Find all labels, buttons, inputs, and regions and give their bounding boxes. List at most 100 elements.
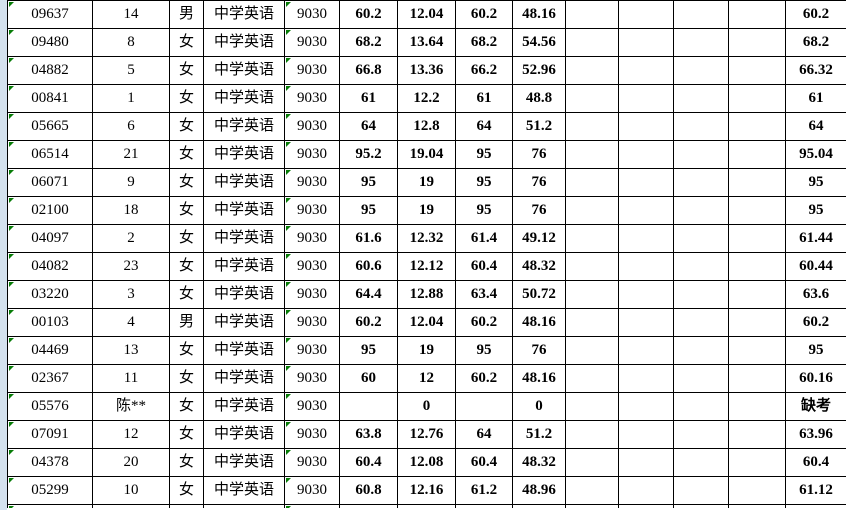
cell-subject-code[interactable]: 9030: [284, 392, 340, 421]
cell-score-4[interactable]: 0: [512, 392, 566, 421]
cell-exam-id[interactable]: 09480: [7, 28, 93, 57]
cell-score-1[interactable]: 95: [339, 336, 398, 365]
cell-score-2[interactable]: 19: [397, 168, 456, 197]
cell-empty-2[interactable]: [618, 336, 674, 365]
cell-empty-4[interactable]: [728, 504, 786, 508]
cell-subject-code[interactable]: 9030: [284, 0, 340, 29]
cell-empty-1[interactable]: [565, 280, 619, 309]
cell-final-score[interactable]: 61.44: [785, 224, 846, 253]
cell-final-score[interactable]: 95: [785, 336, 846, 365]
cell-empty-4[interactable]: [728, 448, 786, 477]
cell-empty-1[interactable]: [565, 168, 619, 197]
cell-score-4[interactable]: 49.12: [512, 224, 566, 253]
cell-empty-4[interactable]: [728, 56, 786, 85]
cell-score-3[interactable]: [455, 392, 513, 421]
cell-subject-code[interactable]: 9030: [284, 112, 340, 141]
cell-subject-code[interactable]: 9030: [284, 308, 340, 337]
cell-score-2[interactable]: 12.32: [397, 224, 456, 253]
cell-seat-no[interactable]: 14: [92, 0, 170, 29]
cell-empty-3[interactable]: [673, 336, 729, 365]
cell-score-1[interactable]: 95: [339, 168, 398, 197]
cell-score-4[interactable]: 48.32: [512, 252, 566, 281]
cell-score-2[interactable]: 12: [397, 364, 456, 393]
cell-subject[interactable]: 中学英语: [203, 56, 285, 85]
cell-empty-1[interactable]: [565, 308, 619, 337]
cell-score-3[interactable]: 66.2: [455, 56, 513, 85]
cell-seat-no[interactable]: 2: [92, 224, 170, 253]
cell-empty-3[interactable]: [673, 140, 729, 169]
cell-final-score[interactable]: 95: [785, 168, 846, 197]
cell-gender[interactable]: 女: [169, 280, 204, 309]
cell-empty-2[interactable]: [618, 252, 674, 281]
cell-empty-2[interactable]: [618, 168, 674, 197]
cell-gender[interactable]: 女: [169, 168, 204, 197]
cell-subject[interactable]: 中学英语: [203, 280, 285, 309]
cell-score-2[interactable]: 12.04: [397, 0, 456, 29]
cell-empty-3[interactable]: [673, 392, 729, 421]
cell-final-score[interactable]: 61: [785, 84, 846, 113]
cell-score-4[interactable]: 52.96: [512, 56, 566, 85]
cell-empty-1[interactable]: [565, 224, 619, 253]
cell-empty-4[interactable]: [728, 28, 786, 57]
cell-empty-4[interactable]: [728, 224, 786, 253]
cell-empty-2[interactable]: [618, 448, 674, 477]
cell-seat-no[interactable]: 12: [92, 420, 170, 449]
cell-score-1[interactable]: 66.8: [339, 56, 398, 85]
cell-score-3[interactable]: 95: [455, 168, 513, 197]
cell-empty-2[interactable]: [618, 84, 674, 113]
cell-exam-id[interactable]: 03220: [7, 280, 93, 309]
cell-score-4[interactable]: 48.32: [512, 448, 566, 477]
cell-seat-no[interactable]: 11: [92, 364, 170, 393]
cell-score-4[interactable]: 48.16: [512, 308, 566, 337]
cell-empty-2[interactable]: [618, 280, 674, 309]
cell-exam-id[interactable]: 02100: [7, 196, 93, 225]
cell-subject[interactable]: 中学英语: [203, 448, 285, 477]
cell-final-score[interactable]: 60.16: [785, 364, 846, 393]
cell-score-3[interactable]: 60.2: [455, 0, 513, 29]
cell-exam-id[interactable]: 05665: [7, 112, 93, 141]
cell-subject-code[interactable]: 9030: [284, 84, 340, 113]
cell-empty-1[interactable]: [565, 56, 619, 85]
cell-score-4[interactable]: 76: [512, 196, 566, 225]
cell-seat-no[interactable]: 5: [92, 56, 170, 85]
cell-final-score[interactable]: 95.04: [785, 140, 846, 169]
cell-empty-1[interactable]: [565, 504, 619, 508]
cell-exam-id[interactable]: 02367: [7, 364, 93, 393]
cell-empty-2[interactable]: [618, 420, 674, 449]
cell-subject[interactable]: 中学英语: [203, 0, 285, 29]
cell-empty-3[interactable]: [673, 364, 729, 393]
cell-empty-3[interactable]: [673, 280, 729, 309]
cell-subject-code[interactable]: 9030: [284, 448, 340, 477]
cell-final-score[interactable]: 64: [785, 112, 846, 141]
cell-empty-2[interactable]: [618, 28, 674, 57]
cell-empty-1[interactable]: [565, 140, 619, 169]
cell-seat-no[interactable]: 8: [92, 28, 170, 57]
cell-subject[interactable]: 中学英语: [203, 140, 285, 169]
cell-empty-1[interactable]: [565, 364, 619, 393]
cell-empty-1[interactable]: [565, 336, 619, 365]
cell-final-score[interactable]: 60.4: [785, 448, 846, 477]
cell-subject-code[interactable]: 9030: [284, 364, 340, 393]
cell-empty-3[interactable]: [673, 168, 729, 197]
cell-empty-3[interactable]: [673, 112, 729, 141]
cell-empty-4[interactable]: [728, 392, 786, 421]
cell-empty-4[interactable]: [728, 196, 786, 225]
cell-subject-code[interactable]: 9030: [284, 196, 340, 225]
cell-subject[interactable]: 中学英语: [203, 224, 285, 253]
cell-subject-code[interactable]: 9030: [284, 476, 340, 505]
cell-final-score[interactable]: 缺考: [785, 392, 846, 421]
cell-subject-code[interactable]: 9030: [284, 56, 340, 85]
cell-exam-id[interactable]: 04082: [7, 252, 93, 281]
cell-exam-id[interactable]: 04378: [7, 448, 93, 477]
cell-final-score[interactable]: 66.32: [785, 56, 846, 85]
cell-score-2[interactable]: 19.04: [397, 140, 456, 169]
cell-empty-2[interactable]: [618, 140, 674, 169]
cell-gender[interactable]: 女: [169, 364, 204, 393]
cell-empty-4[interactable]: [728, 112, 786, 141]
cell-score-4[interactable]: 51.2: [512, 420, 566, 449]
cell-score-1[interactable]: 63.8: [339, 420, 398, 449]
cell-score-3[interactable]: 61: [455, 84, 513, 113]
cell-empty-4[interactable]: [728, 252, 786, 281]
cell-seat-no[interactable]: 9: [92, 168, 170, 197]
cell-empty-4[interactable]: [728, 476, 786, 505]
